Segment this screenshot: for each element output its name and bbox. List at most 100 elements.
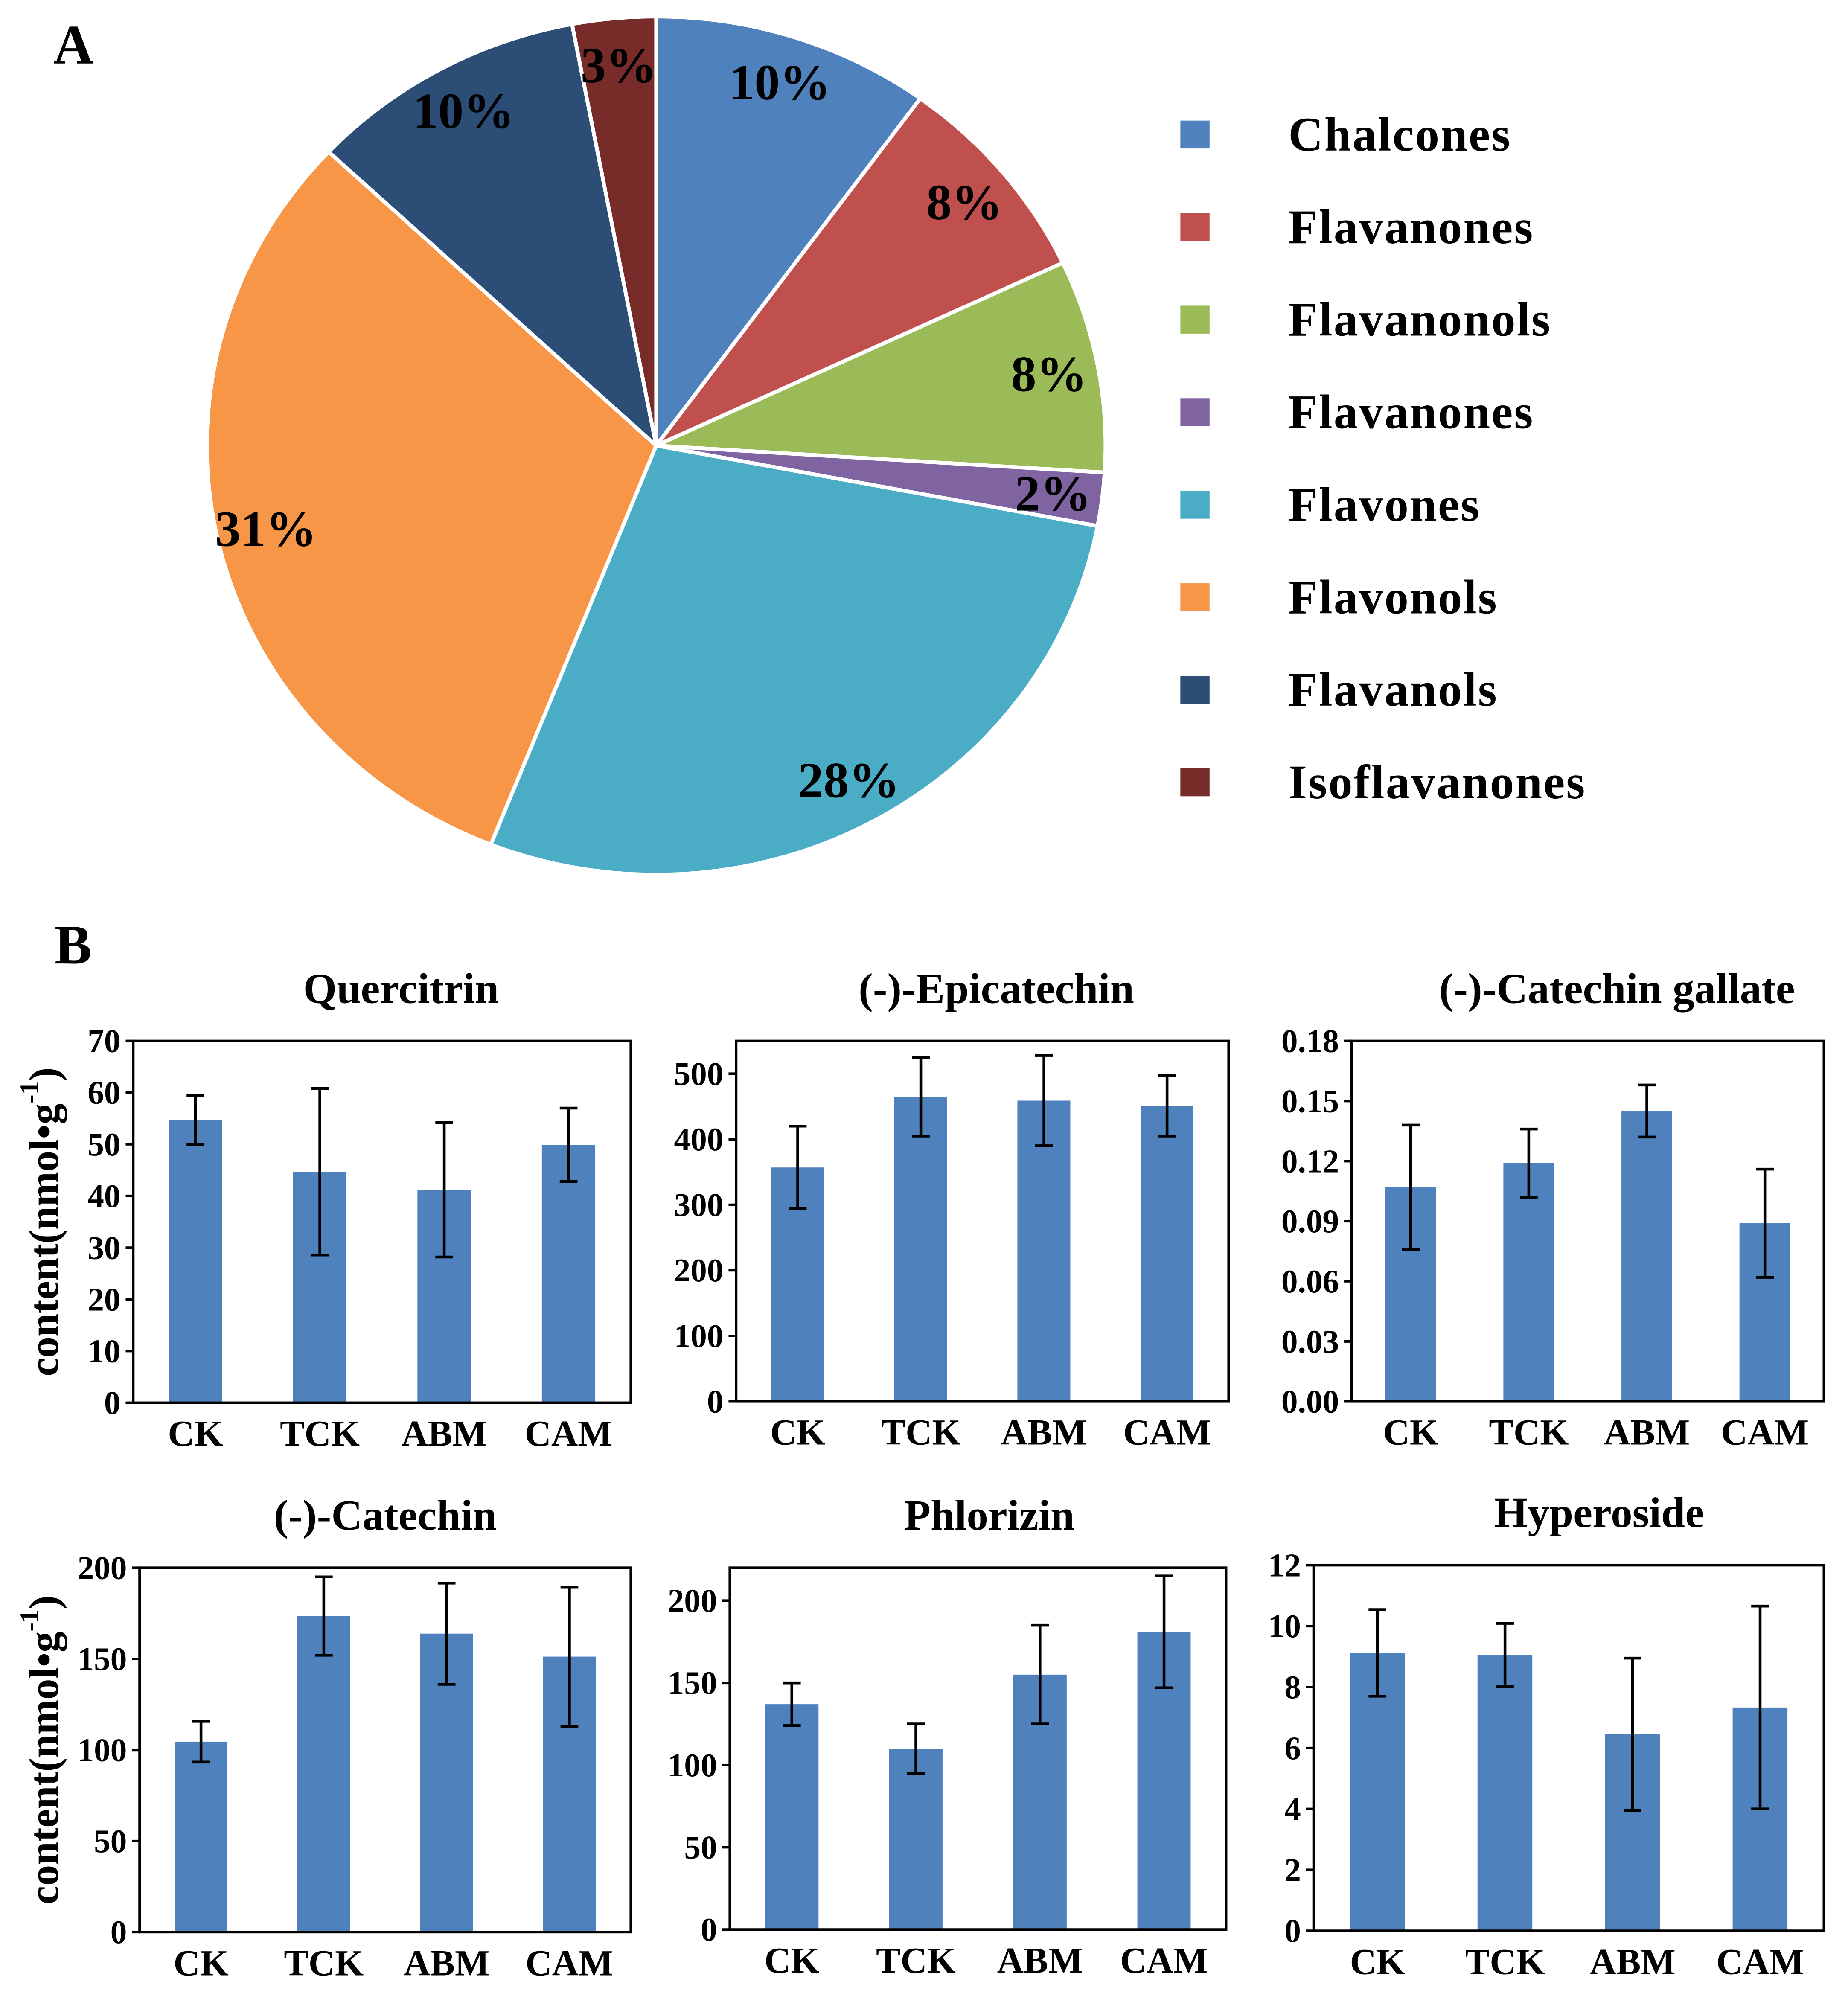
y-tick-label: 0 — [1284, 1912, 1301, 1949]
legend-label: Flavanonols — [1288, 293, 1551, 346]
plot-frame — [132, 1039, 632, 1404]
chart-title: Phlorizin — [904, 1491, 1074, 1539]
pie-data-label-7: 10% — [413, 83, 514, 139]
panel-label-b: B — [55, 914, 92, 976]
category-label-ck: CK — [168, 1413, 223, 1454]
error-bar-cam — [1751, 1604, 1769, 1810]
bar-ck — [765, 1704, 819, 1930]
category-label-tck: TCK — [284, 1942, 364, 1983]
y-tick-label: 200 — [77, 1549, 127, 1586]
legend-swatch — [1180, 305, 1210, 334]
y-tick-label: 0.09 — [1281, 1203, 1339, 1239]
legend-item-3-flavanonols: Flavanonols — [1180, 293, 1551, 346]
category-label-cam: CAM — [1721, 1412, 1809, 1453]
bar-cam — [541, 1144, 596, 1403]
y-tick-label: 0 — [707, 1383, 724, 1420]
pie-slice-6-flavonols — [205, 150, 658, 847]
bar-chart-quercitrin: Quercitrin content(nmol•g-1) 0 10 20 30 40 50 60… — [14, 964, 632, 1454]
legend-swatch — [1180, 583, 1210, 611]
y-tick-label: 150 — [77, 1641, 127, 1677]
error-bar-tck — [315, 1575, 333, 1657]
y-tick-label: 50 — [87, 1126, 120, 1163]
legend-swatch — [1180, 213, 1210, 241]
y-tick-label: 0.12 — [1281, 1143, 1339, 1179]
category-label-abm: ABM — [1604, 1412, 1690, 1453]
bar-abm — [1621, 1111, 1673, 1402]
y-tick-label: 4 — [1284, 1791, 1301, 1827]
y-tick-label: 50 — [684, 1829, 717, 1865]
y-tick-label: 0.03 — [1281, 1323, 1339, 1360]
legend-label: Flavanones — [1288, 201, 1534, 254]
category-label-cam: CAM — [525, 1942, 613, 1983]
plot-frame — [1350, 1039, 1825, 1403]
y-tick-label: 10 — [1268, 1608, 1301, 1644]
pie-data-label-2: 8% — [926, 174, 1002, 230]
category-label-tck: TCK — [876, 1940, 956, 1981]
bar-tck — [1503, 1163, 1554, 1402]
category-label-cam: CAM — [1120, 1940, 1208, 1981]
y-axis-label-superscript: -1 — [14, 1081, 44, 1103]
y-axis-label-main: content(nmol•g — [21, 1632, 67, 1905]
pie-data-label-8: 3% — [581, 37, 657, 93]
legend-item-6-flavonols: Flavonols — [1180, 570, 1498, 624]
category-label-ck: CK — [173, 1942, 228, 1983]
y-tick-label: 0 — [104, 1385, 121, 1421]
pie-chart: 10% 8% 8% 2% 28% 31% 10% 3% — [205, 15, 1108, 877]
bar-chart-phlorizin: Phlorizin 0 50 100 150 200 CK TCK ABM CAM — [668, 1491, 1228, 1981]
legend-swatch — [1180, 675, 1210, 704]
y-tick-label: 100 — [77, 1731, 127, 1768]
y-tick-label: 50 — [94, 1823, 127, 1859]
legend-label: Isoflavanones — [1288, 756, 1586, 809]
y-tick-label: 300 — [674, 1187, 724, 1223]
y-tick-label: 0 — [701, 1911, 717, 1948]
y-tick-label: 40 — [87, 1178, 120, 1214]
error-bar-ck — [1402, 1123, 1420, 1251]
error-bar-tck — [912, 1056, 930, 1138]
y-tick-label: 12 — [1268, 1547, 1301, 1583]
error-bar-abm — [1624, 1656, 1641, 1812]
error-bar-ck — [192, 1720, 210, 1764]
legend-label: Flavones — [1288, 478, 1481, 531]
category-label-ck: CK — [1350, 1941, 1405, 1982]
pie-slice-2-flavanones — [654, 96, 1065, 448]
category-label-tck: TCK — [1465, 1941, 1545, 1982]
pie-data-label-5: 28% — [798, 752, 899, 809]
error-bar-abm — [1031, 1623, 1049, 1725]
legend-label: Flavanones — [1288, 386, 1534, 439]
y-tick-label: 0.15 — [1281, 1082, 1339, 1119]
y-axis-label-end: ) — [21, 1595, 67, 1609]
legend-swatch — [1180, 491, 1210, 519]
error-bar-cam — [559, 1106, 578, 1183]
error-bar-abm — [1035, 1054, 1053, 1147]
error-bar-abm — [1638, 1083, 1656, 1139]
legend-item-5-flavones: Flavones — [1180, 478, 1481, 531]
y-tick-label: 200 — [674, 1252, 724, 1289]
legend-label: Flavanols — [1288, 663, 1498, 716]
legend-swatch — [1180, 398, 1210, 426]
category-label-ck: CK — [1383, 1412, 1438, 1453]
category-label-tck: TCK — [280, 1413, 360, 1454]
y-tick-label: 500 — [674, 1055, 724, 1092]
legend-label: Flavonols — [1288, 570, 1498, 624]
error-bar-abm — [437, 1582, 456, 1686]
legend-swatch — [1180, 120, 1210, 149]
y-tick-label: 60 — [87, 1074, 120, 1111]
y-tick-label: 0.18 — [1281, 1023, 1339, 1059]
pie-slice-3-flavanonols — [654, 261, 1108, 474]
chart-title: (-)-Catechin gallate — [1439, 964, 1795, 1012]
y-tick-label: 400 — [674, 1121, 724, 1158]
category-label-ck: CK — [770, 1412, 825, 1453]
legend-item-4-flavanones: Flavanones — [1180, 386, 1534, 439]
bar-ck — [169, 1120, 222, 1403]
y-axis-label-superscript: -1 — [14, 1609, 44, 1632]
y-tick-label: 100 — [674, 1318, 724, 1354]
bar-cam — [1140, 1106, 1194, 1402]
y-tick-label: 0.06 — [1281, 1263, 1339, 1300]
error-bar-ck — [789, 1124, 807, 1210]
y-tick-label: 10 — [87, 1333, 120, 1369]
y-tick-label: 8 — [1284, 1669, 1301, 1705]
legend-item-7-flavanols: Flavanols — [1180, 663, 1498, 716]
panel-label-a: A — [53, 14, 94, 76]
